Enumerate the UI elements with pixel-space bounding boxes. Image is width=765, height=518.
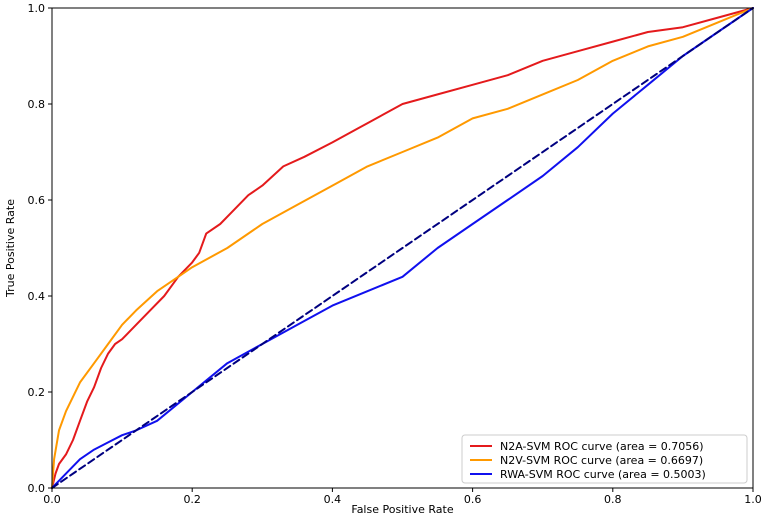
series-line-2 xyxy=(51,7,754,489)
x-axis-ticks: 0.0 0.2 0.4 0.6 0.8 1.0 xyxy=(43,488,762,506)
y-tick-label: 0.8 xyxy=(28,98,46,111)
legend-box xyxy=(461,434,748,484)
series-line-1 xyxy=(51,7,754,489)
x-tick-label: 0.2 xyxy=(183,493,201,506)
x-tick-label: 0.4 xyxy=(324,493,342,506)
x-tick-label: 0.8 xyxy=(604,493,622,506)
legend: N2A-SVM ROC curve (area = 0.7056)N2V-SVM… xyxy=(461,434,748,484)
y-axis-label: True Positive Rate xyxy=(4,199,17,298)
legend-entry: N2A-SVM ROC curve (area = 0.7056) xyxy=(500,440,704,453)
chance-diagonal-line xyxy=(51,7,754,489)
x-tick-label: 0.0 xyxy=(43,493,61,506)
y-tick-label: 0.0 xyxy=(28,482,46,495)
legend-entry: RWA-SVM ROC curve (area = 0.5003) xyxy=(500,468,706,481)
y-tick-label: 0.6 xyxy=(28,194,46,207)
x-axis-label: False Positive Rate xyxy=(351,503,453,516)
y-tick-label: 1.0 xyxy=(28,2,46,15)
legend-entry: N2V-SVM ROC curve (area = 0.6697) xyxy=(500,454,703,467)
series-line-0 xyxy=(51,7,754,489)
plot-frame xyxy=(51,7,754,489)
series-layer xyxy=(51,7,754,489)
y-tick-label: 0.4 xyxy=(28,290,46,303)
x-tick-label: 1.0 xyxy=(744,493,762,506)
y-tick-label: 0.2 xyxy=(28,386,46,399)
x-tick-label: 0.6 xyxy=(464,493,482,506)
y-axis-ticks: 0.0 0.2 0.4 0.6 0.8 1.0 xyxy=(28,2,52,495)
